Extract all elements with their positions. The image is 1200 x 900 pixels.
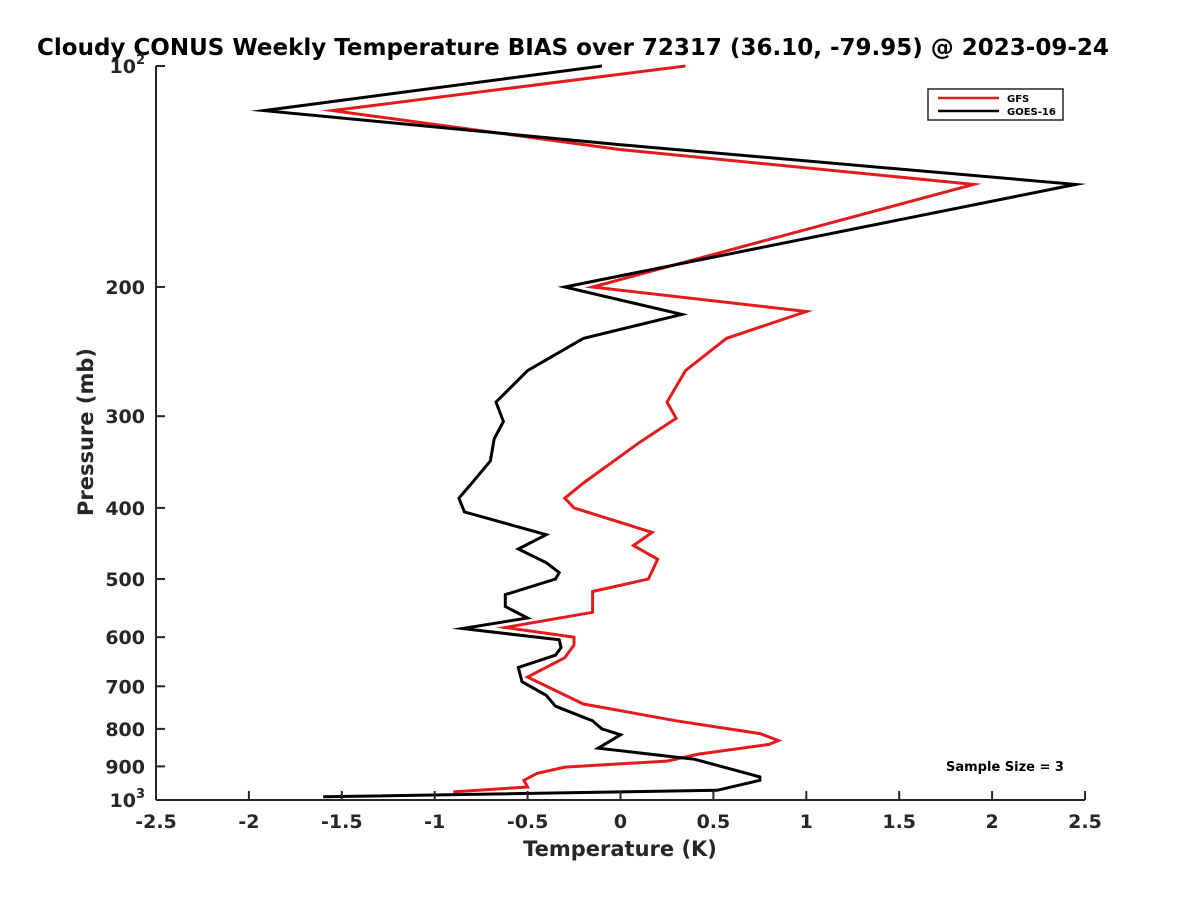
plot-area [250, 64, 1087, 799]
x-tick-label: 1 [800, 811, 813, 833]
y-tick-base: 10 [110, 56, 136, 78]
x-tick-label: 1.5 [882, 811, 916, 833]
x-ticks: -2.5 -2 -1.5 -1 -0.5 0 0.5 1 1.5 2 2.5 [135, 791, 1102, 833]
y-tick-label: 200 [105, 277, 145, 299]
y-tick-label: 900 [105, 756, 145, 778]
y-tick-label: 102 [110, 53, 146, 78]
axes [155, 66, 1085, 801]
chart-title: Cloudy CONUS Weekly Temperature BIAS ove… [37, 35, 1109, 61]
x-tick-label: -1.5 [321, 811, 363, 833]
y-tick-label: 400 [105, 498, 145, 520]
y-tick-label: 300 [105, 406, 145, 428]
series-line-gfs [320, 64, 982, 794]
y-tick-label: 103 [110, 787, 146, 812]
sample-size-annotation: Sample Size = 3 [946, 760, 1064, 775]
y-tick-label: 700 [105, 676, 145, 698]
x-axis-label: Temperature (K) [523, 837, 717, 861]
y-tick-label: 500 [105, 569, 145, 591]
x-tick-label: -2.5 [135, 811, 177, 833]
x-tick-label: 0.5 [697, 811, 731, 833]
x-tick-label: -2 [238, 811, 259, 833]
y-tick-exponent: 3 [136, 787, 145, 802]
y-axis-label: Pressure (mb) [74, 348, 98, 516]
x-tick-label: 2.5 [1068, 811, 1102, 833]
legend-label: GFS [1007, 94, 1029, 105]
x-tick-label: -1 [424, 811, 445, 833]
y-tick-base: 10 [110, 790, 136, 812]
x-tick-label: 0 [614, 811, 627, 833]
series-line-goes-16 [250, 64, 1087, 799]
y-tick-exponent: 2 [136, 53, 145, 68]
x-tick-label: -0.5 [507, 811, 549, 833]
legend: GFS GOES-16 [927, 88, 1064, 121]
y-tick-label: 600 [105, 627, 145, 649]
legend-box [927, 88, 1064, 121]
x-tick-label: 2 [985, 811, 998, 833]
y-tick-label: 800 [105, 719, 145, 741]
legend-label: GOES-16 [1007, 107, 1056, 118]
